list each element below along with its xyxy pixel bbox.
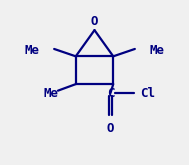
Text: Me: Me [24,44,39,57]
Text: O: O [91,15,98,28]
Text: Cl: Cl [140,87,156,100]
Text: Me: Me [44,87,59,100]
Text: O: O [107,122,114,135]
Text: C: C [107,87,114,100]
Text: Me: Me [150,44,165,57]
